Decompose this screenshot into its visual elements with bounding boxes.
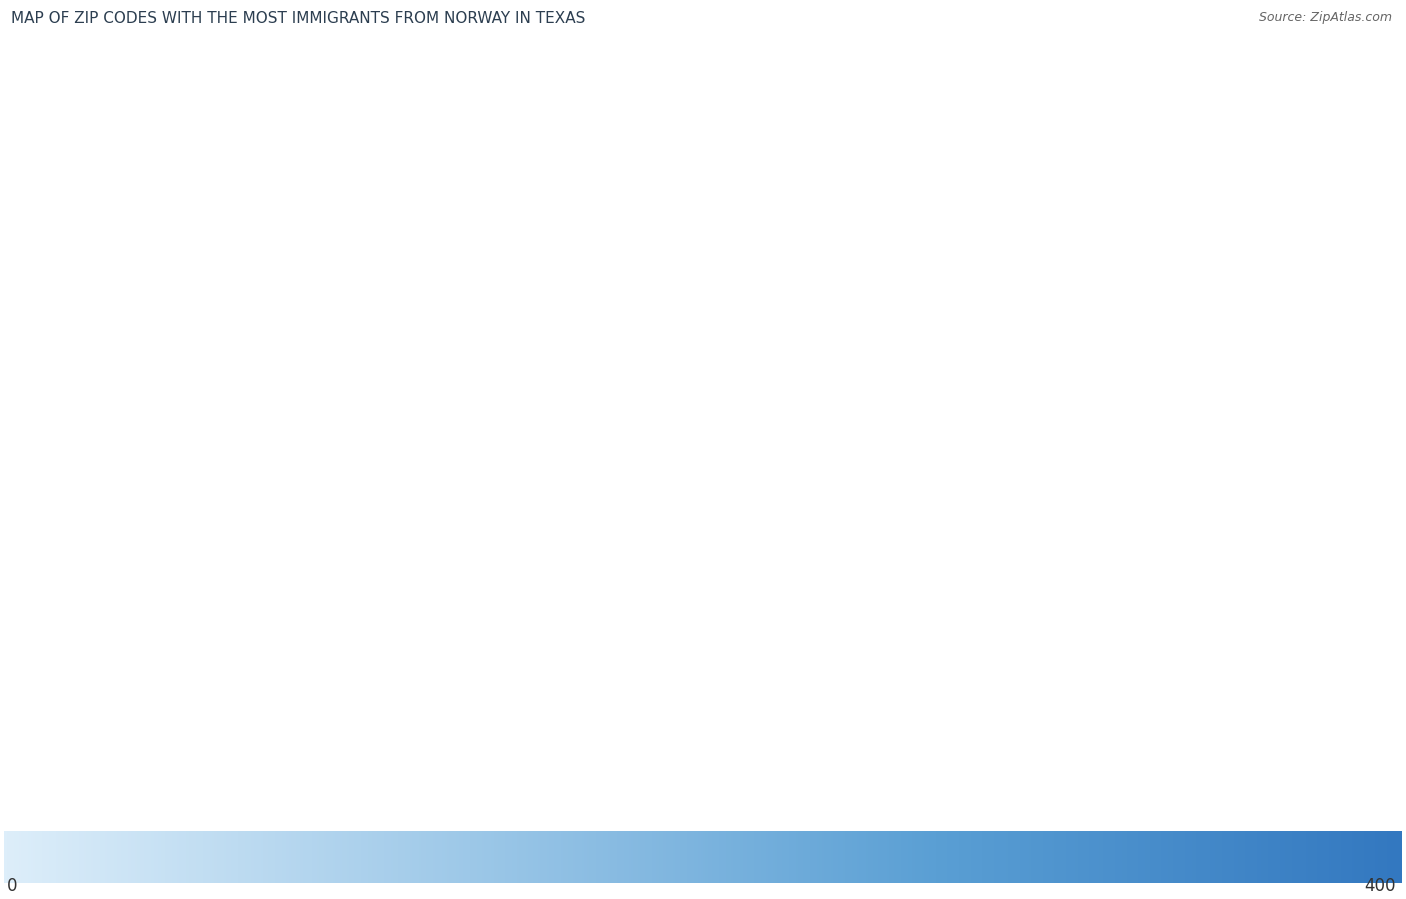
Text: 0: 0 [7, 877, 17, 895]
Text: 400: 400 [1365, 877, 1396, 895]
Text: Source: ZipAtlas.com: Source: ZipAtlas.com [1258, 11, 1392, 23]
Text: MAP OF ZIP CODES WITH THE MOST IMMIGRANTS FROM NORWAY IN TEXAS: MAP OF ZIP CODES WITH THE MOST IMMIGRANT… [11, 11, 586, 26]
